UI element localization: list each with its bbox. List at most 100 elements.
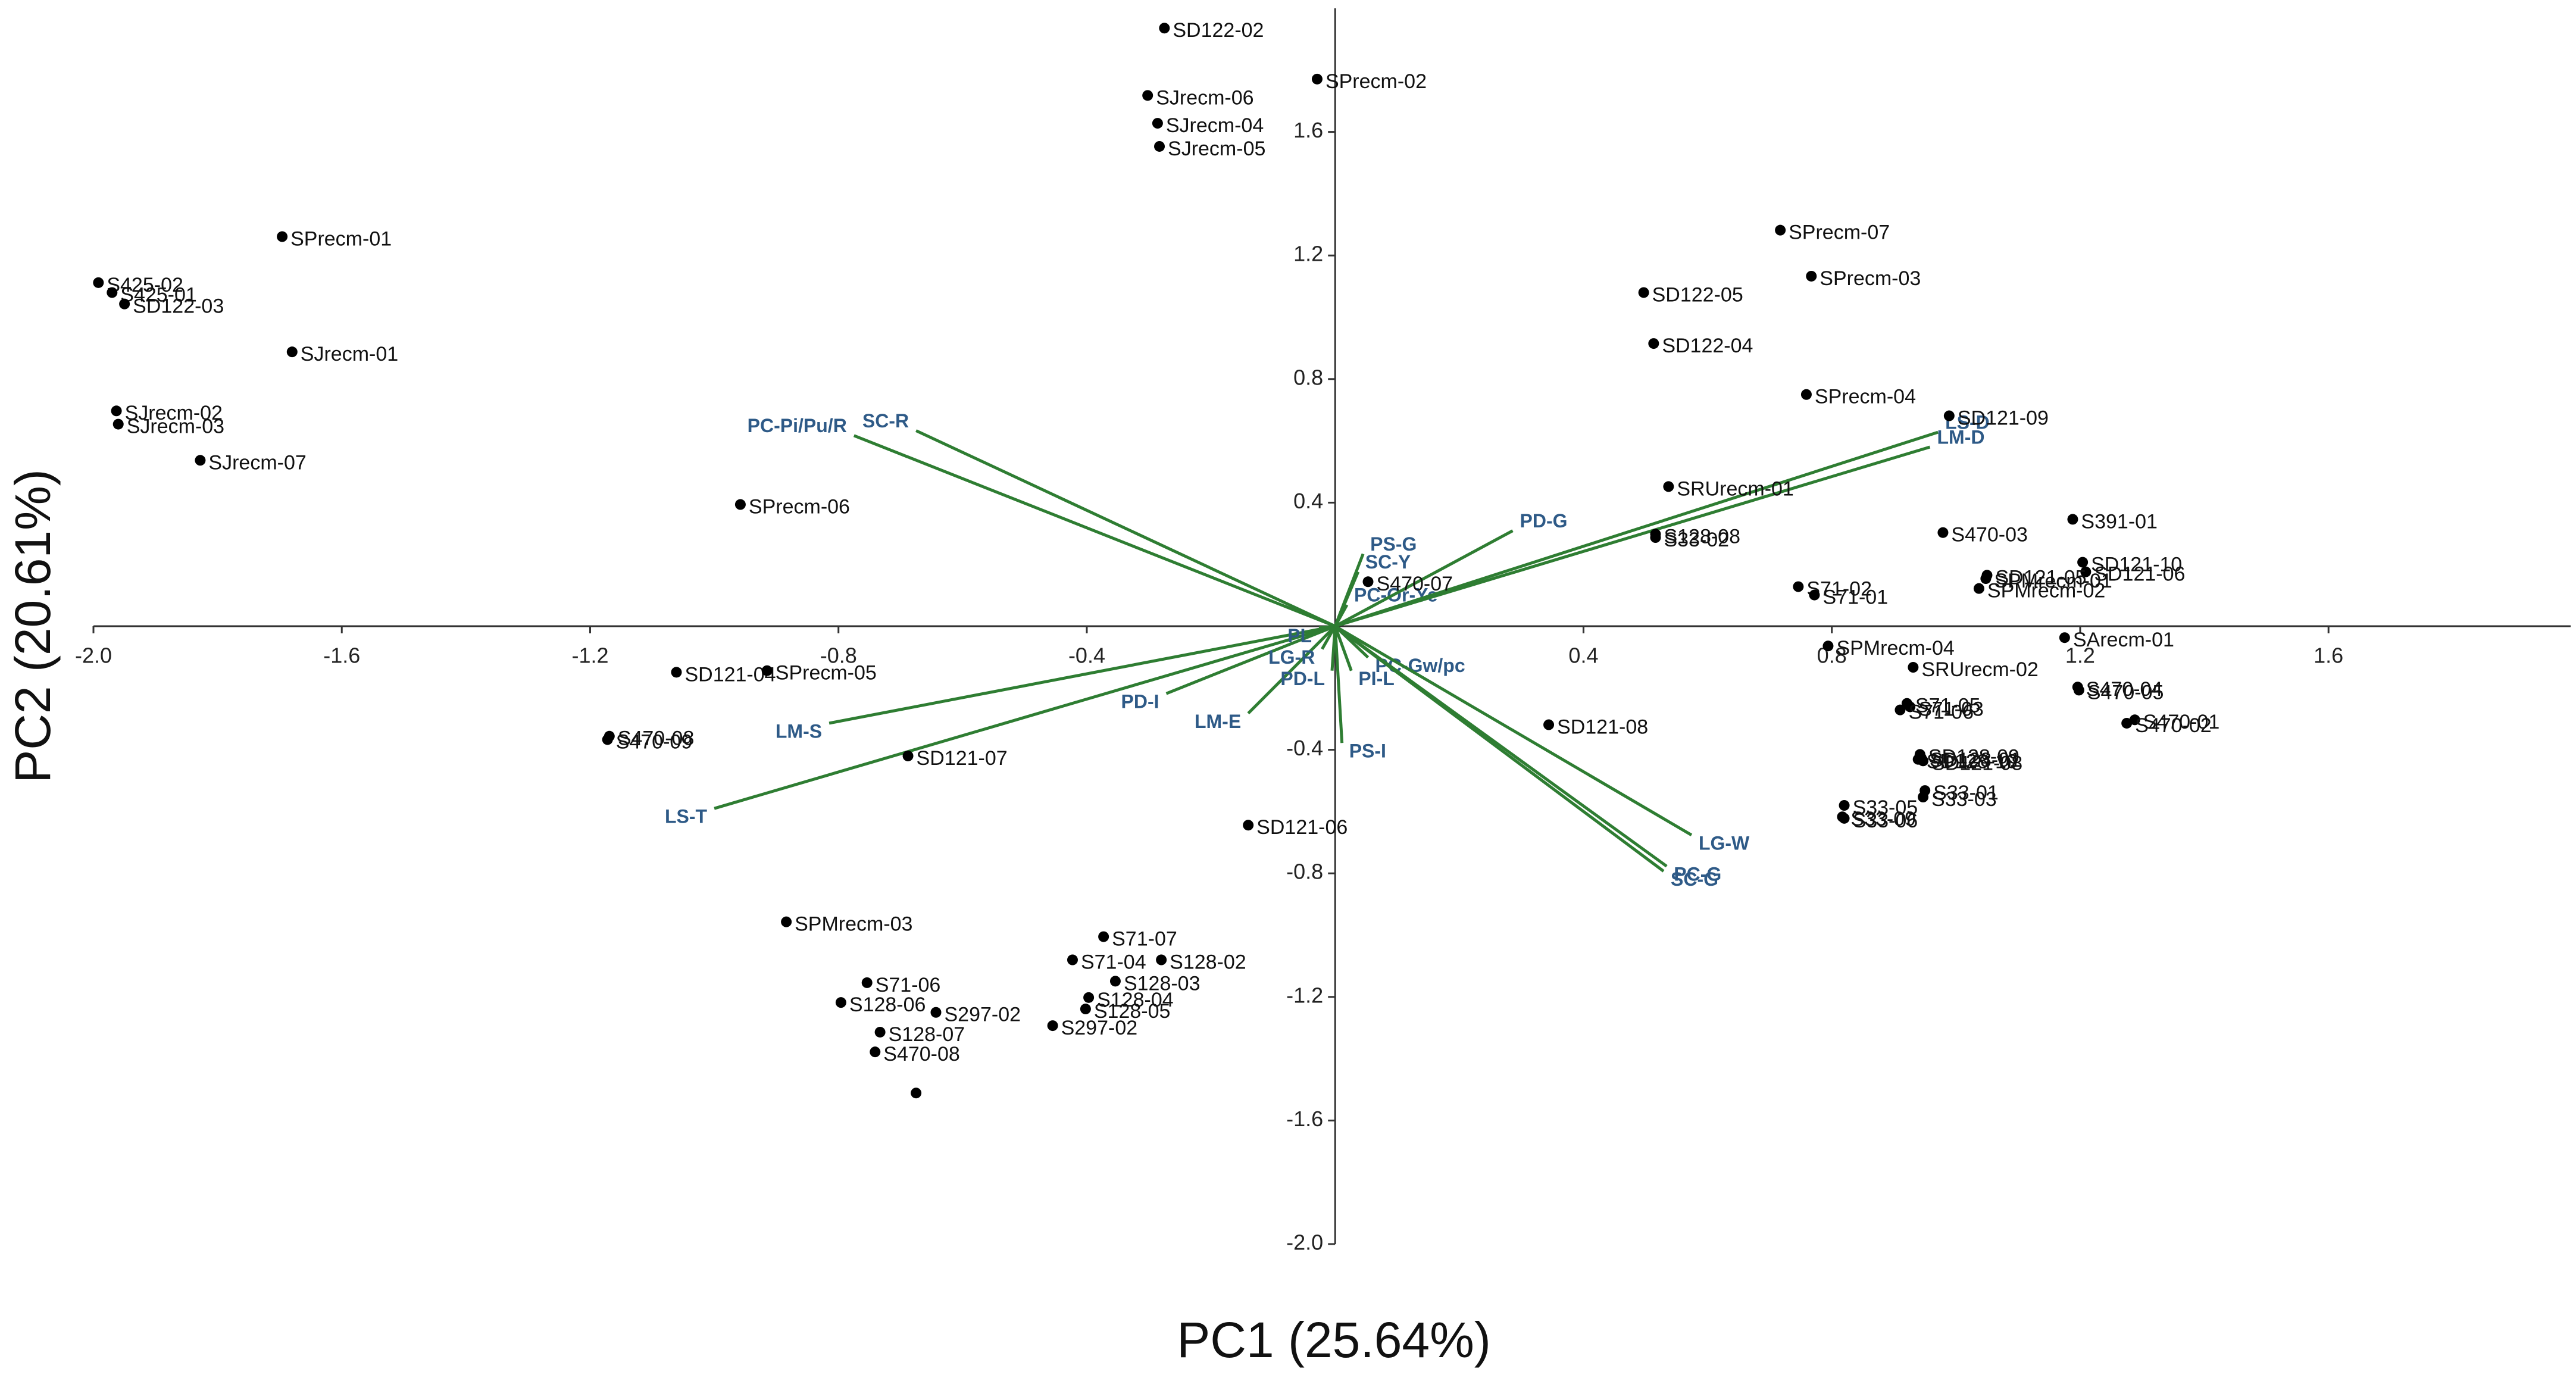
loading-label: PL <box>1287 625 1312 646</box>
loading-label: SC-G <box>1671 868 1718 890</box>
loading-label: LG-W <box>1699 832 1750 854</box>
point-label: S128-03 <box>1124 972 1201 995</box>
loading-label: LM-S <box>776 720 822 742</box>
point-label: S297-02 <box>1061 1017 1138 1039</box>
x-tick-label: -0.8 <box>820 643 857 668</box>
y-axis-title: PC2 (20.61%) <box>5 469 61 783</box>
loading-label: LM-E <box>1195 711 1241 732</box>
point <box>1159 23 1170 34</box>
loading-label: PS-I <box>1349 740 1386 762</box>
x-tick-label: -1.2 <box>571 643 608 668</box>
point <box>1809 589 1820 601</box>
point-label: SD121-10 <box>2091 554 2182 576</box>
point <box>602 734 613 745</box>
point <box>930 1007 942 1018</box>
loading-vector <box>714 624 1336 810</box>
point-label: SD122-02 <box>1173 19 1264 42</box>
point-label: S425-01 <box>120 283 197 306</box>
point <box>1142 90 1153 101</box>
point-label: SPMrecm-03 <box>795 913 912 936</box>
loading-vector <box>1165 624 1336 695</box>
point <box>1543 719 1555 730</box>
loading-label: PS-G <box>1370 533 1417 555</box>
point <box>870 1046 881 1058</box>
point-label: SD121-08 <box>1931 752 2022 774</box>
point <box>1083 992 1095 1003</box>
point-label: S71-07 <box>1112 928 1177 951</box>
point-label: S470-09 <box>616 730 693 753</box>
point-label: S33-01 <box>1933 782 1999 804</box>
point-label: S33-06 <box>1853 810 1918 832</box>
loading-vector <box>1333 626 1344 743</box>
point <box>2067 514 2078 525</box>
point <box>93 277 104 288</box>
point-label: S128-08 <box>1664 525 1740 548</box>
point-label: SJrecm-02 <box>125 402 223 424</box>
point-label: SD128-10 <box>1927 751 2018 773</box>
loading-vector <box>915 429 1336 628</box>
loading-vector <box>829 624 1336 725</box>
point <box>781 916 792 927</box>
point-label: S71-06 <box>876 974 941 996</box>
point-label: SD128-01 <box>1930 749 2021 771</box>
point-label: SPrecm-01 <box>290 228 392 251</box>
point-label: SD121-08 <box>1557 716 1648 739</box>
point <box>2121 717 2133 729</box>
point-label: S33-05 <box>1853 796 1918 819</box>
point <box>2080 566 2092 577</box>
point <box>861 977 873 988</box>
point-label: SRUrecm-02 <box>1921 658 2038 681</box>
point-label: SD121-07 <box>917 747 1008 770</box>
point-label: S470-08 <box>618 727 695 750</box>
loading-vector <box>1321 625 1337 650</box>
point-label: S128-07 <box>889 1023 965 1046</box>
point-label: S425-02 <box>107 274 183 296</box>
loading-label: PD-G <box>1520 510 1568 532</box>
point-label: SD121-06 <box>2094 563 2185 586</box>
point-label: SPrecm-07 <box>1789 221 1890 244</box>
loading-vector <box>1334 445 1931 628</box>
point-label: SPMrecm-04 <box>1836 637 1954 660</box>
point-label: SJrecm-01 <box>301 343 398 365</box>
point-label: S71-03 <box>1918 698 1984 720</box>
point-label: S128-04 <box>1097 989 1174 1011</box>
point-label: SJrecm-03 <box>127 415 224 438</box>
point <box>911 1088 922 1099</box>
point <box>286 346 298 358</box>
point <box>1650 532 1661 543</box>
x-tick-label: -2.0 <box>75 643 112 668</box>
point <box>1154 140 1165 152</box>
loading-label: LM-D <box>1937 426 1985 448</box>
point-label: SD122-04 <box>1662 335 1753 357</box>
y-tick-label: 1.2 <box>1293 242 1323 266</box>
point <box>1980 573 1992 585</box>
point-label: SD121-06 <box>1256 816 1348 839</box>
point-label: S71-06 <box>1908 701 1974 724</box>
point <box>1918 792 1929 803</box>
point <box>2073 685 2084 696</box>
loading-label: PI-L <box>1358 668 1394 689</box>
point <box>1943 410 1955 421</box>
point <box>1905 701 1916 713</box>
point-label: SPMrecm-01 <box>1994 570 2112 592</box>
point <box>195 455 206 466</box>
point-label: SD121-05 <box>1995 566 2086 589</box>
x-axis-title: PC1 (25.64%) <box>1177 1312 1491 1368</box>
point <box>734 499 746 510</box>
point-label: S33-03 <box>1931 788 1997 811</box>
point-label: SPMrecm-02 <box>1987 580 2105 602</box>
point <box>2077 557 2089 568</box>
point <box>1793 581 1804 592</box>
point-label: S470-04 <box>2086 678 2163 701</box>
point-label: S470-01 <box>2143 711 2220 733</box>
loading-vector <box>1334 529 1514 628</box>
loading-vector <box>1334 604 1349 627</box>
point-label: S470-08 <box>883 1043 960 1065</box>
loading-vector <box>1318 624 1336 630</box>
y-tick-label: 0.8 <box>1293 365 1323 389</box>
point <box>1973 583 1984 594</box>
point <box>1243 820 1254 831</box>
point-label: S128-02 <box>1170 951 1246 974</box>
point-label: SD122-03 <box>133 295 224 318</box>
point-label: SD121-09 <box>1958 407 2049 430</box>
